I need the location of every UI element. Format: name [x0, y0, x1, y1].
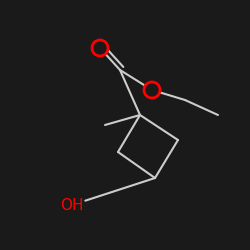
Text: OH: OH — [60, 198, 84, 212]
Circle shape — [92, 40, 108, 56]
Circle shape — [144, 82, 160, 98]
